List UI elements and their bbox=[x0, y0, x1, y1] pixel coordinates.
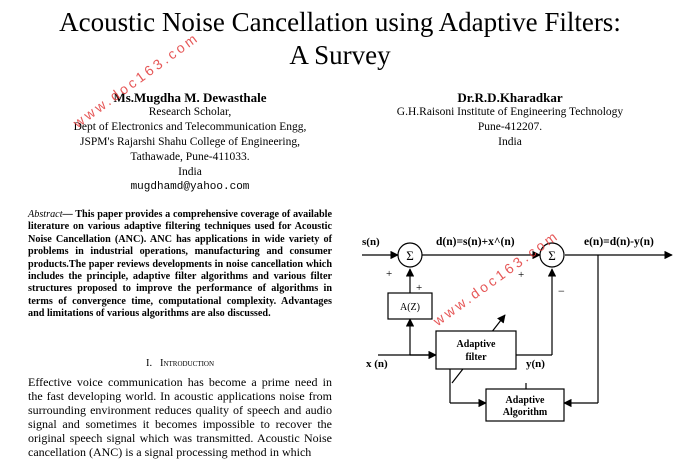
plus-sign: + bbox=[518, 269, 524, 281]
x-label: x (n) bbox=[366, 358, 388, 370]
author-affiliation-line: G.H.Raisoni Institute of Engineering Tec… bbox=[396, 106, 624, 118]
abstract-label: Abstract bbox=[28, 209, 63, 220]
summing-junction-2 bbox=[539, 242, 565, 268]
adaptive-algorithm-label: Adaptive bbox=[506, 395, 545, 406]
e-label: e(n)=d(n)-y(n) bbox=[584, 236, 654, 248]
anc-block-diagram: Σ Σ A(Z) Adaptive filter Adaptive Algori… bbox=[362, 236, 673, 422]
adaptive-algorithm-label: Algorithm bbox=[503, 407, 548, 418]
author-affiliation-line: Research Scholar, bbox=[148, 106, 232, 118]
abstract-text: This paper provides a comprehensive cove… bbox=[28, 209, 332, 320]
adaptive-filter-label: Adaptive bbox=[457, 339, 496, 350]
author-affiliation-line: Dept of Electronics and Telecommunicatio… bbox=[73, 121, 307, 133]
s-label: s(n) bbox=[362, 236, 380, 248]
author-affiliation-line: JSPM's Rajarshi Shahu College of Enginee… bbox=[80, 136, 300, 148]
minus-sign: − bbox=[558, 284, 565, 298]
az-block bbox=[387, 292, 433, 320]
y-label: y(n) bbox=[526, 358, 545, 370]
adaptive-algorithm-block bbox=[485, 388, 565, 422]
abstract: Abstract— This paper provides a comprehe… bbox=[28, 209, 332, 321]
plus-sign: + bbox=[386, 268, 392, 280]
section-number: I. bbox=[145, 358, 153, 369]
author-name: Ms.Mugdha M. Dewasthale bbox=[113, 90, 267, 105]
section-heading: I. Introduction bbox=[28, 358, 332, 369]
az-label: A(Z) bbox=[400, 302, 420, 313]
sum-symbol-1: Σ bbox=[406, 248, 414, 263]
author-block-2: Dr.R.D.Kharadkar G.H.Raisoni Institute o… bbox=[360, 90, 660, 150]
adaptive-filter-label: filter bbox=[465, 352, 487, 363]
sum-symbol-2: Σ bbox=[548, 248, 556, 263]
author-affiliation-line: India bbox=[178, 166, 202, 178]
author-affiliation-line: Tathawade, Pune-411033. bbox=[130, 151, 250, 163]
author-block-1: Ms.Mugdha M. Dewasthale Research Scholar… bbox=[40, 90, 340, 195]
paper-title-line1: Acoustic Noise Cancellation using Adapti… bbox=[59, 7, 621, 37]
plus-sign: + bbox=[416, 282, 422, 294]
author-affiliation-line: Pune-412207. bbox=[477, 121, 543, 133]
adaptive-filter-block bbox=[435, 330, 517, 370]
summing-junction-1 bbox=[397, 242, 423, 268]
author-email[interactable]: mugdhamd@yahoo.com bbox=[130, 181, 250, 193]
d-label: d(n)=s(n)+x^(n) bbox=[436, 236, 515, 248]
abstract-dash: — bbox=[62, 209, 73, 220]
section-title: Introduction bbox=[159, 358, 215, 369]
paper-title-line2: A Survey bbox=[289, 40, 391, 70]
intro-paragraph: Effective voice communication has become… bbox=[28, 375, 332, 459]
author-affiliation-line: India bbox=[498, 136, 522, 148]
author-name: Dr.R.D.Kharadkar bbox=[457, 90, 563, 105]
